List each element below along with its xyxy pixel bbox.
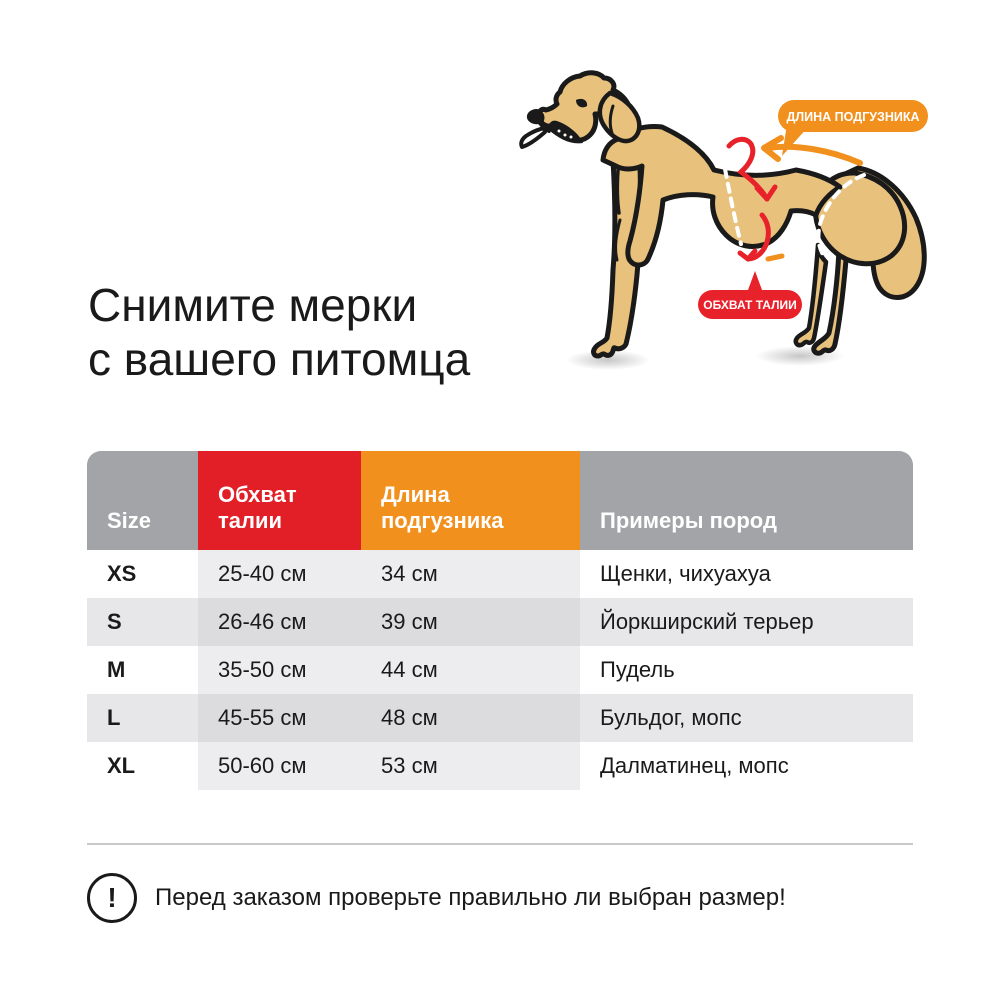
svg-text:ОБХВАТ ТАЛИИ: ОБХВАТ ТАЛИИ: [703, 298, 797, 312]
svg-text:ДЛИНА ПОДГУЗНИКА: ДЛИНА ПОДГУЗНИКА: [787, 110, 920, 124]
